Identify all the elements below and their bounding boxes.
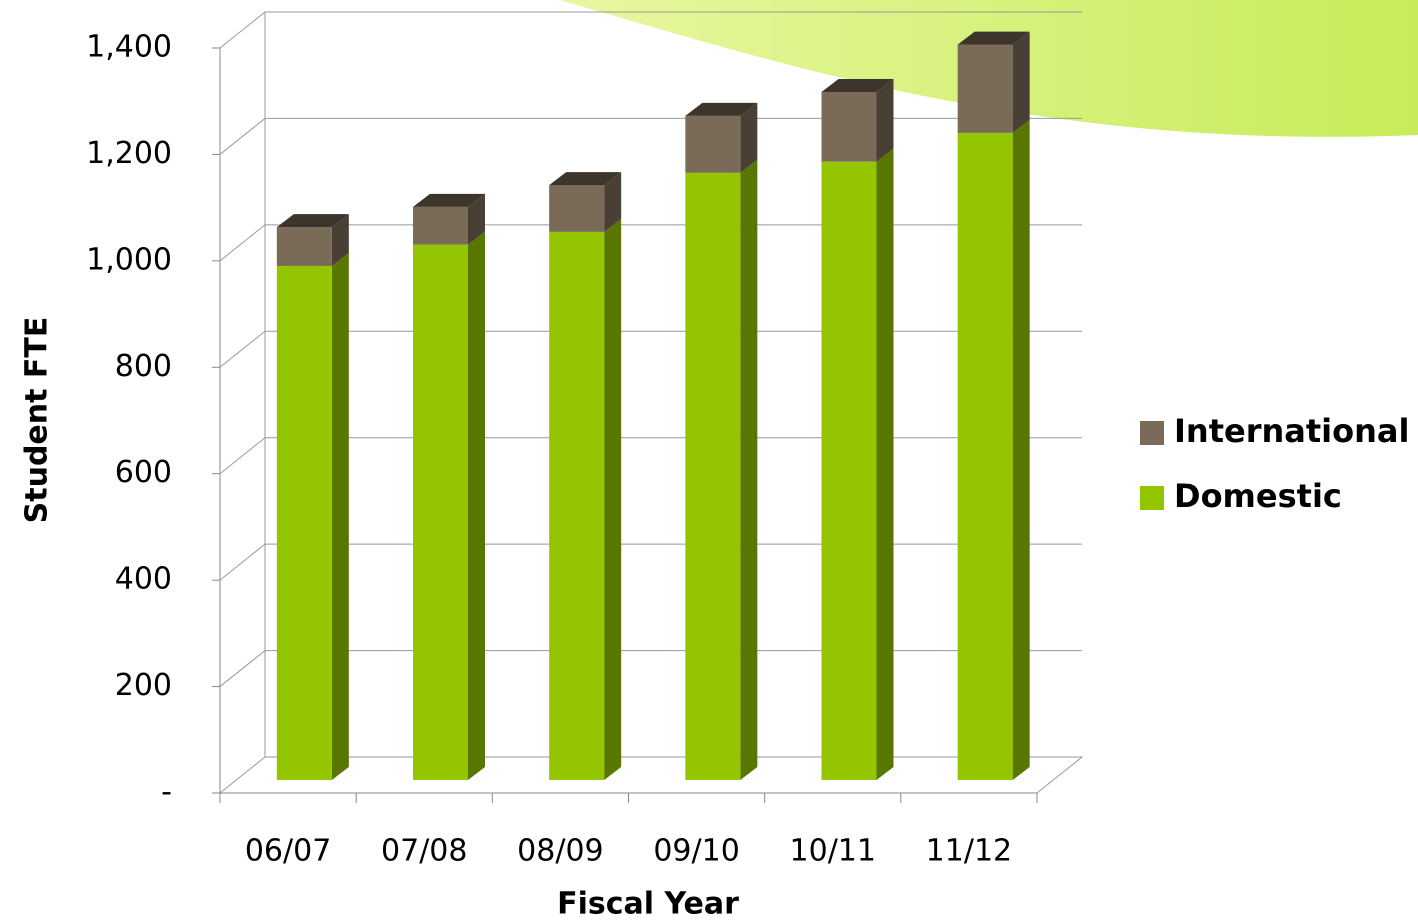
- bar: [549, 231, 605, 781]
- bar: [413, 206, 468, 245]
- grid-diagonal: [219, 118, 266, 155]
- x-tick-label: 06/07: [245, 834, 331, 869]
- floor: [219, 756, 1084, 794]
- bar: [957, 132, 1013, 780]
- x-tick-label: 11/12: [926, 834, 1012, 869]
- y-tick-label: -: [161, 775, 172, 810]
- bar: [957, 44, 1013, 133]
- y-tick-label: 800: [115, 349, 172, 384]
- grid-diagonal: [219, 650, 266, 687]
- y-tick-label: 400: [115, 562, 172, 597]
- grid-diagonal: [219, 224, 266, 262]
- bar: [685, 115, 741, 173]
- y-tick-label: 200: [115, 668, 172, 703]
- bar: [549, 185, 605, 232]
- bar-side: [876, 148, 894, 780]
- bar-top: [957, 31, 1030, 45]
- bar-side: [740, 102, 758, 173]
- y-tick-label: 600: [115, 455, 172, 490]
- bar-side: [604, 218, 622, 781]
- bar-side: [468, 193, 485, 245]
- bar-side: [468, 231, 485, 780]
- bar-top: [685, 102, 758, 116]
- y-tick-label: 1,400: [86, 30, 172, 65]
- legend-label: International: [1174, 412, 1409, 450]
- legend-swatch: [1140, 486, 1164, 510]
- x-tick-label: 09/10: [653, 834, 739, 869]
- bar-top: [549, 172, 622, 186]
- x-tick-label: 10/11: [790, 834, 876, 869]
- bar-side: [604, 172, 622, 232]
- y-axis-title: Student FTE: [20, 317, 55, 524]
- bar-side: [740, 159, 758, 780]
- bar: [413, 244, 468, 780]
- bar-side: [876, 78, 894, 162]
- bar: [821, 161, 877, 780]
- bar: [821, 91, 877, 162]
- bar: [276, 265, 332, 780]
- y-tick-label: 1,000: [86, 242, 172, 277]
- legend-label: Domestic: [1174, 477, 1342, 515]
- grid-diagonal: [219, 11, 266, 49]
- bar-top: [276, 214, 349, 228]
- bar: [276, 227, 332, 266]
- grid-diagonal: [219, 330, 266, 368]
- grid-diagonal: [219, 437, 266, 475]
- x-tick-label: 08/09: [517, 834, 603, 869]
- bar-top: [413, 193, 485, 207]
- plot-area: - 200 400 600 800 1,000 1,200 1,400 06/07 07/08 08…: [86, 11, 1084, 869]
- bar-top: [821, 78, 894, 92]
- legend-swatch: [1140, 421, 1164, 445]
- y-tick-label: 1,200: [86, 136, 172, 171]
- grid-diagonal: [219, 543, 266, 581]
- x-axis-title: Fiscal Year: [557, 887, 739, 922]
- bar-side: [1012, 31, 1030, 133]
- bar-side: [331, 252, 349, 780]
- bar-side: [1012, 119, 1030, 780]
- bar-side: [331, 214, 349, 266]
- x-tick-label: 07/08: [381, 834, 467, 869]
- bar: [685, 172, 741, 780]
